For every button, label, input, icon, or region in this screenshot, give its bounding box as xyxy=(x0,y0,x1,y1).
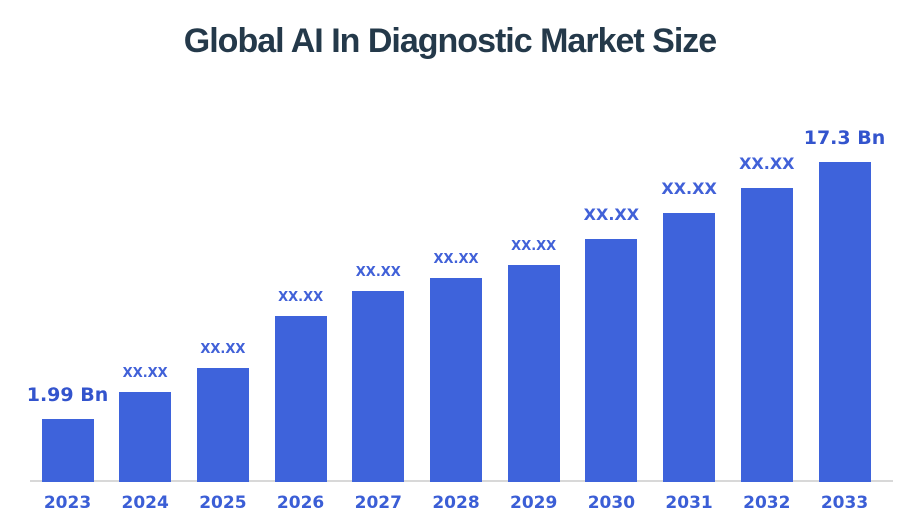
chart-title: Global AI In Diagnostic Market Size xyxy=(183,22,717,60)
bar-2023 xyxy=(41,419,94,482)
bar-value-label: XX.XX xyxy=(739,154,795,173)
x-axis-tick-label: 2025 xyxy=(199,493,247,513)
bar-value-label: XX.XX xyxy=(122,366,168,381)
bar-value-label: XX.XX xyxy=(278,290,324,305)
x-axis-tick-label: 2029 xyxy=(510,493,558,513)
bar-2031 xyxy=(663,213,716,482)
x-axis-tick-label: 2030 xyxy=(587,493,636,513)
x-axis-tick-label: 2028 xyxy=(432,493,480,513)
bar-2032 xyxy=(740,188,793,482)
x-axis-tick-label: 2031 xyxy=(665,493,713,513)
bar-value-label: XX.XX xyxy=(511,239,557,254)
x-axis-tick-label: 2027 xyxy=(354,493,402,513)
x-axis-tick-label: 2032 xyxy=(743,493,791,513)
x-axis-tick-label: 2024 xyxy=(121,493,169,513)
bar-value-label: XX.XX xyxy=(433,252,479,267)
bar-2029 xyxy=(507,265,560,482)
bar-2026 xyxy=(274,316,327,482)
bar-value-label: XX.XX xyxy=(661,179,717,198)
bar-value-label: 1.99 Bn xyxy=(26,384,109,406)
bar-value-label: XX.XX xyxy=(355,265,401,280)
bar-2024 xyxy=(119,392,172,482)
bar-2028 xyxy=(430,278,482,482)
x-axis-tick-label: 2033 xyxy=(820,493,869,513)
bar-value-label: XX.XX xyxy=(583,205,640,224)
bar-2030 xyxy=(585,239,638,482)
bar-value-label: XX.XX xyxy=(200,342,246,357)
bar-value-label: 17.3 Bn xyxy=(803,127,886,149)
bar-2033 xyxy=(818,162,871,482)
bar-2027 xyxy=(352,291,405,482)
bar-2025 xyxy=(196,368,249,482)
x-axis-tick-label: 2026 xyxy=(276,493,325,513)
x-axis-tick-label: 2023 xyxy=(43,493,92,513)
